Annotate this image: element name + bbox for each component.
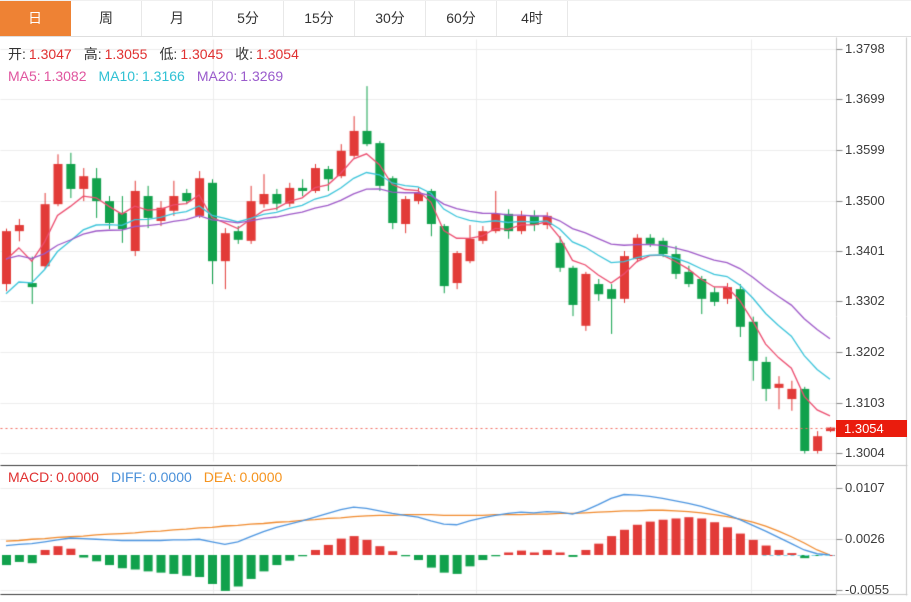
legend-item-value: 1.3045 — [180, 46, 224, 62]
legend-item-value: 1.3054 — [256, 46, 299, 62]
legend-item-label: 高: — [83, 46, 102, 62]
kline-chart-area: 开: 1.3047 高: 1.3055 低: 1.3045 收: 1.3054 MA5: 1.3… — [0, 37, 911, 602]
tab-month[interactable]: 月 — [142, 1, 213, 36]
timeframe-tabbar: 日周月 5分 15分 30分 60分 4时 — [0, 0, 911, 37]
price-axis-label: 1.3004 — [845, 445, 885, 460]
ma-legend: MA5: 1.3082 MA10: 1.3166 MA20: 1.3269 — [8, 68, 295, 84]
tab-min5[interactable]: 5分 — [213, 1, 284, 36]
legend-item-value: 1.3047 — [28, 46, 72, 62]
legend-item: 低: 1.3045 — [159, 46, 223, 62]
price-axis-label: 1.3302 — [845, 293, 885, 309]
price-axis-label: 1.3401 — [845, 243, 885, 258]
legend-item: MA5: 1.3082 — [8, 68, 87, 84]
tab-day[interactable]: 日 — [0, 1, 71, 36]
legend-item-value: 1.3055 — [104, 46, 148, 62]
tab-week[interactable]: 周 — [71, 1, 142, 36]
legend-item: MA10: 1.3166 — [99, 68, 185, 84]
macd-legend: MACD: 0.0000 DIFF: 0.0000 DEA: 0.0000 — [8, 469, 294, 485]
tab-min60[interactable]: 60分 — [426, 1, 497, 36]
price-axis-label: 1.3599 — [845, 142, 885, 158]
legend-item-value: 0.0000 — [239, 469, 283, 485]
legend-item-value: 1.3166 — [141, 68, 185, 84]
legend-item-label: DEA: — [203, 469, 237, 485]
macd-axis-label: -0.0055 — [845, 581, 890, 597]
ohlc-legend: 开: 1.3047 高: 1.3055 低: 1.3045 收: 1.3054 — [8, 44, 311, 64]
legend-item: 高: 1.3055 — [84, 46, 148, 62]
legend-item: MACD: 0.0000 — [8, 469, 99, 485]
legend-item-label: MACD: — [8, 469, 54, 485]
price-axis-label: 1.3798 — [845, 41, 885, 56]
legend-item: DIFF: 0.0000 — [111, 469, 192, 485]
tab-min30[interactable]: 30分 — [355, 1, 426, 36]
legend-item: MA20: 1.3269 — [197, 68, 283, 84]
price-axis-label: 1.3202 — [845, 344, 885, 360]
current-price-tag: 1.3054 — [836, 419, 907, 437]
tab-hour4[interactable]: 4时 — [497, 1, 568, 36]
price-axis-label: 1.3699 — [845, 91, 885, 107]
legend-item-value: 0.0000 — [148, 469, 192, 485]
legend-item-label: MA20: — [196, 68, 238, 84]
legend-item: DEA: 0.0000 — [204, 469, 283, 485]
legend-item-label: 低: — [159, 46, 178, 62]
tab-min15[interactable]: 15分 — [284, 1, 355, 36]
legend-item-label: MA10: — [98, 68, 139, 84]
legend-item-value: 0.0000 — [56, 469, 99, 485]
legend-item-label: DIFF: — [110, 469, 146, 485]
legend-item: 收: 1.3054 — [235, 46, 299, 62]
macd-axis-label: 0.0107 — [845, 479, 885, 495]
legend-item-value: 1.3082 — [43, 68, 87, 84]
legend-item-label: 开: — [8, 46, 26, 62]
macd-axis-label: 0.0026 — [845, 530, 885, 546]
price-axis-label: 1.3500 — [845, 192, 885, 208]
candlestick-chart-canvas[interactable] — [0, 37, 911, 602]
legend-item-label: MA5: — [8, 68, 41, 84]
legend-item: 开: 1.3047 — [8, 46, 72, 62]
legend-item-label: 收: — [235, 46, 254, 62]
legend-item-value: 1.3269 — [240, 68, 284, 84]
price-axis-label: 1.3103 — [845, 394, 885, 410]
